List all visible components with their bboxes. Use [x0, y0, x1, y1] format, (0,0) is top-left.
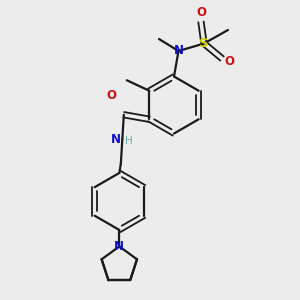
- Text: H: H: [125, 136, 133, 146]
- Text: O: O: [196, 6, 206, 20]
- Text: N: N: [111, 133, 121, 146]
- Text: O: O: [224, 55, 235, 68]
- Text: O: O: [107, 89, 117, 102]
- Text: S: S: [199, 37, 209, 50]
- Text: N: N: [173, 44, 184, 58]
- Text: N: N: [114, 240, 124, 253]
